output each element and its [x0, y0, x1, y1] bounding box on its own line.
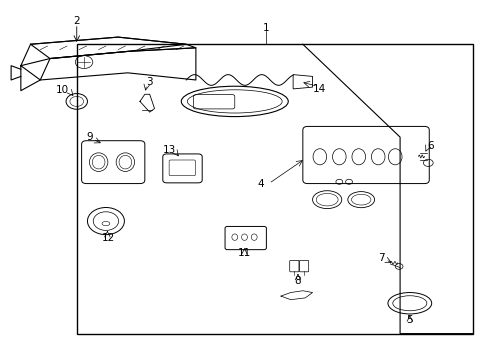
Text: 14: 14	[313, 84, 326, 94]
Text: 6: 6	[426, 141, 433, 151]
Text: 4: 4	[257, 179, 264, 189]
Text: 3: 3	[146, 77, 153, 87]
Text: 1: 1	[263, 23, 269, 33]
Text: 9: 9	[86, 132, 93, 142]
Text: 8: 8	[294, 276, 301, 286]
Text: 2: 2	[73, 16, 80, 26]
Text: 10: 10	[56, 85, 69, 95]
Text: 13: 13	[162, 145, 175, 155]
Text: 12: 12	[102, 233, 115, 243]
Text: 7: 7	[378, 253, 384, 263]
Text: 11: 11	[237, 248, 251, 258]
Text: 5: 5	[406, 315, 412, 325]
